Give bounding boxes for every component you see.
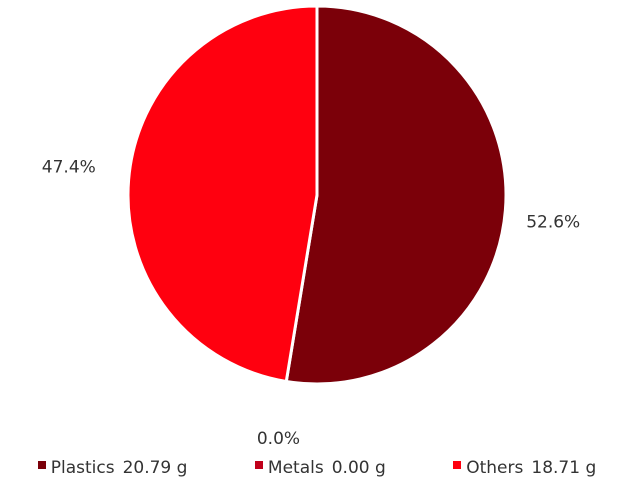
legend-value-others: 18.71 g xyxy=(531,458,597,478)
pie-slice-plastics xyxy=(284,4,508,386)
legend-swatch-others xyxy=(453,461,462,469)
pie-slices xyxy=(126,4,508,386)
legend-item-others: Others 18.71 g xyxy=(453,458,596,478)
pie-label-plastics: 52.6% xyxy=(526,212,580,232)
legend-value-plastics: 20.79 g xyxy=(122,458,188,478)
pie-label-metals: 0.0% xyxy=(257,429,300,449)
legend-item-metals: Metals 0.00 g xyxy=(254,458,386,478)
pie-label-others: 47.4% xyxy=(42,158,96,178)
pie-percent-labels: 52.6% 0.0% 47.4% xyxy=(42,158,580,449)
pie-slice-others xyxy=(126,4,319,383)
legend-label-metals: Metals xyxy=(267,458,324,478)
legend: Plastics 20.79 g Metals 0.00 g Others 18… xyxy=(0,458,634,478)
legend-label-plastics: Plastics xyxy=(50,458,115,478)
legend-swatch-plastics xyxy=(37,461,46,469)
legend-label-others: Others xyxy=(466,458,524,478)
legend-item-plastics: Plastics 20.79 g xyxy=(37,458,188,478)
legend-swatch-metals xyxy=(254,461,263,469)
legend-value-metals: 0.00 g xyxy=(331,458,386,478)
